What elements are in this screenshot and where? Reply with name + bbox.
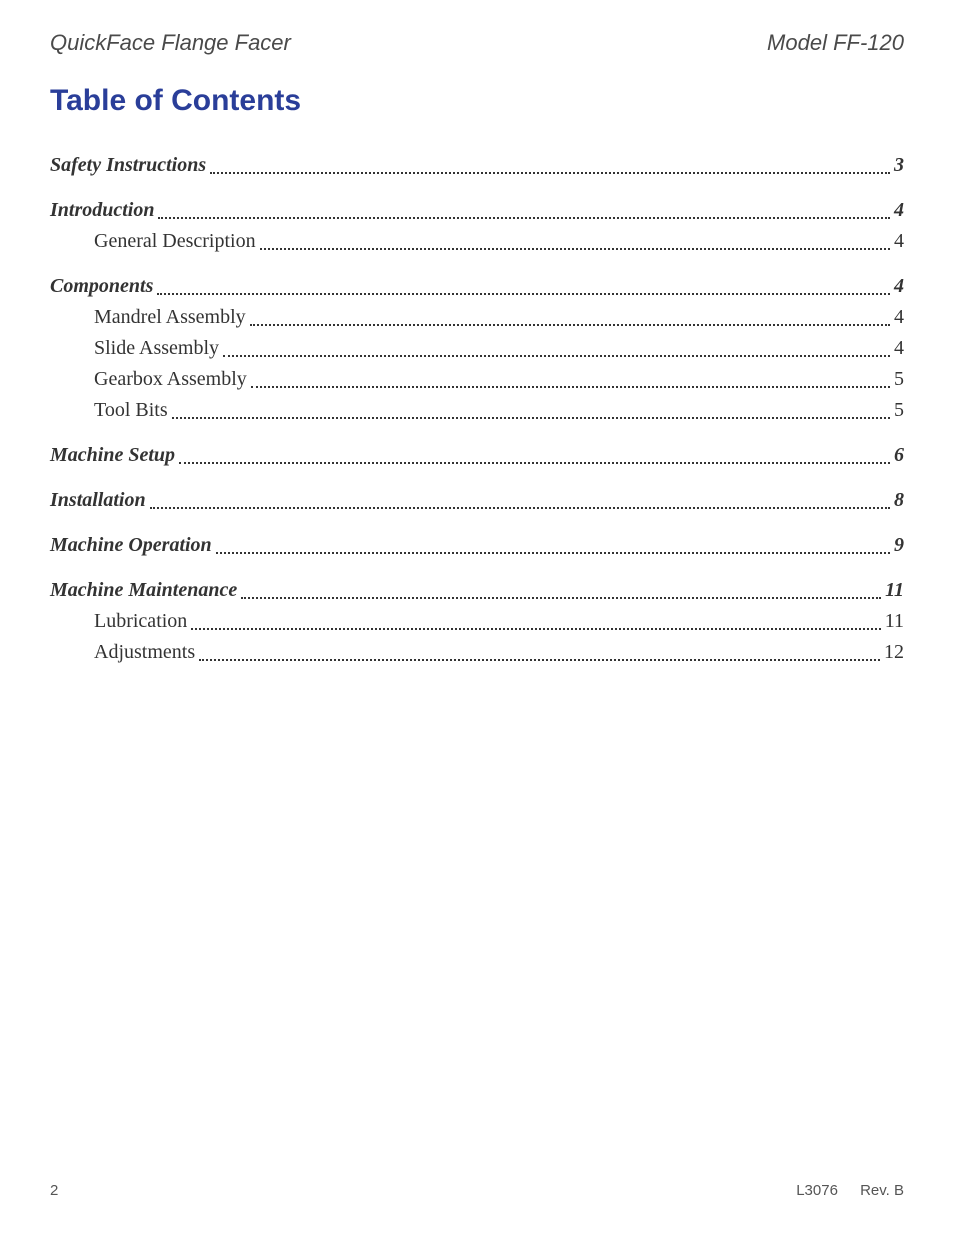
toc-subsection: Slide Assembly 4 — [50, 335, 904, 362]
toc-label: Tool Bits — [94, 397, 170, 424]
toc-leader-dots — [172, 417, 890, 419]
toc-leader-dots — [250, 324, 890, 326]
footer-revision: Rev. B — [860, 1182, 904, 1199]
toc-page-number: 3 — [892, 152, 904, 179]
toc-page-number: 6 — [892, 442, 904, 469]
toc-label: Mandrel Assembly — [94, 304, 248, 331]
toc-subsection: Mandrel Assembly 4 — [50, 304, 904, 331]
toc-page-number: 4 — [892, 197, 904, 224]
page-header: QuickFace Flange Facer Model FF-120 — [50, 30, 904, 56]
toc-label: Machine Operation — [50, 532, 214, 559]
toc-section: Components 4 — [50, 273, 904, 300]
toc-leader-dots — [158, 217, 890, 219]
toc-section: Machine Maintenance 11 — [50, 577, 904, 604]
toc-page-number: 8 — [892, 487, 904, 514]
toc-section: Machine Setup 6 — [50, 442, 904, 469]
toc-leader-dots — [241, 597, 881, 599]
toc-section: Machine Operation 9 — [50, 532, 904, 559]
footer-doc-id: L3076 — [796, 1182, 838, 1199]
toc-section: Introduction 4 — [50, 197, 904, 224]
toc-page-number: 11 — [883, 577, 904, 604]
toc-label: Machine Setup — [50, 442, 177, 469]
toc-leader-dots — [199, 659, 880, 661]
toc-page-number: 5 — [892, 366, 904, 393]
toc-page-number: 11 — [883, 608, 904, 635]
toc-label: Introduction — [50, 197, 156, 224]
toc-subsection: Gearbox Assembly 5 — [50, 366, 904, 393]
footer-doc-info: L3076 Rev. B — [778, 1182, 904, 1199]
toc-page-number: 12 — [882, 639, 904, 666]
toc-leader-dots — [251, 386, 890, 388]
page-footer: 2 L3076 Rev. B — [50, 1182, 904, 1199]
toc-subsection: General Description 4 — [50, 228, 904, 255]
header-right: Model FF-120 — [767, 30, 904, 56]
toc-label: Gearbox Assembly — [94, 366, 249, 393]
toc-label: Safety Instructions — [50, 152, 208, 179]
toc-page-number: 4 — [892, 335, 904, 362]
toc-leader-dots — [157, 293, 890, 295]
toc-leader-dots — [150, 507, 890, 509]
toc-label: Components — [50, 273, 155, 300]
toc-label: Slide Assembly — [94, 335, 221, 362]
toc-leader-dots — [179, 462, 890, 464]
toc-page-number: 4 — [892, 304, 904, 331]
toc-subsection: Adjustments 12 — [50, 639, 904, 666]
toc-leader-dots — [260, 248, 890, 250]
toc-leader-dots — [210, 172, 890, 174]
toc-leader-dots — [191, 628, 880, 630]
footer-page-number: 2 — [50, 1182, 58, 1199]
toc-label: Installation — [50, 487, 148, 514]
table-of-contents: Safety Instructions 3 Introduction 4 Gen… — [50, 152, 904, 666]
toc-section: Installation 8 — [50, 487, 904, 514]
toc-leader-dots — [223, 355, 890, 357]
toc-subsection: Lubrication 11 — [50, 608, 904, 635]
toc-page-number: 4 — [892, 273, 904, 300]
toc-label: Machine Maintenance — [50, 577, 239, 604]
toc-page-number: 4 — [892, 228, 904, 255]
header-left: QuickFace Flange Facer — [50, 30, 291, 56]
toc-label: General Description — [94, 228, 258, 255]
toc-page-number: 5 — [892, 397, 904, 424]
toc-leader-dots — [216, 552, 890, 554]
toc-page-number: 9 — [892, 532, 904, 559]
toc-label: Adjustments — [94, 639, 197, 666]
toc-subsection: Tool Bits 5 — [50, 397, 904, 424]
toc-label: Lubrication — [94, 608, 189, 635]
page-title: Table of Contents — [50, 84, 904, 118]
toc-section: Safety Instructions 3 — [50, 152, 904, 179]
